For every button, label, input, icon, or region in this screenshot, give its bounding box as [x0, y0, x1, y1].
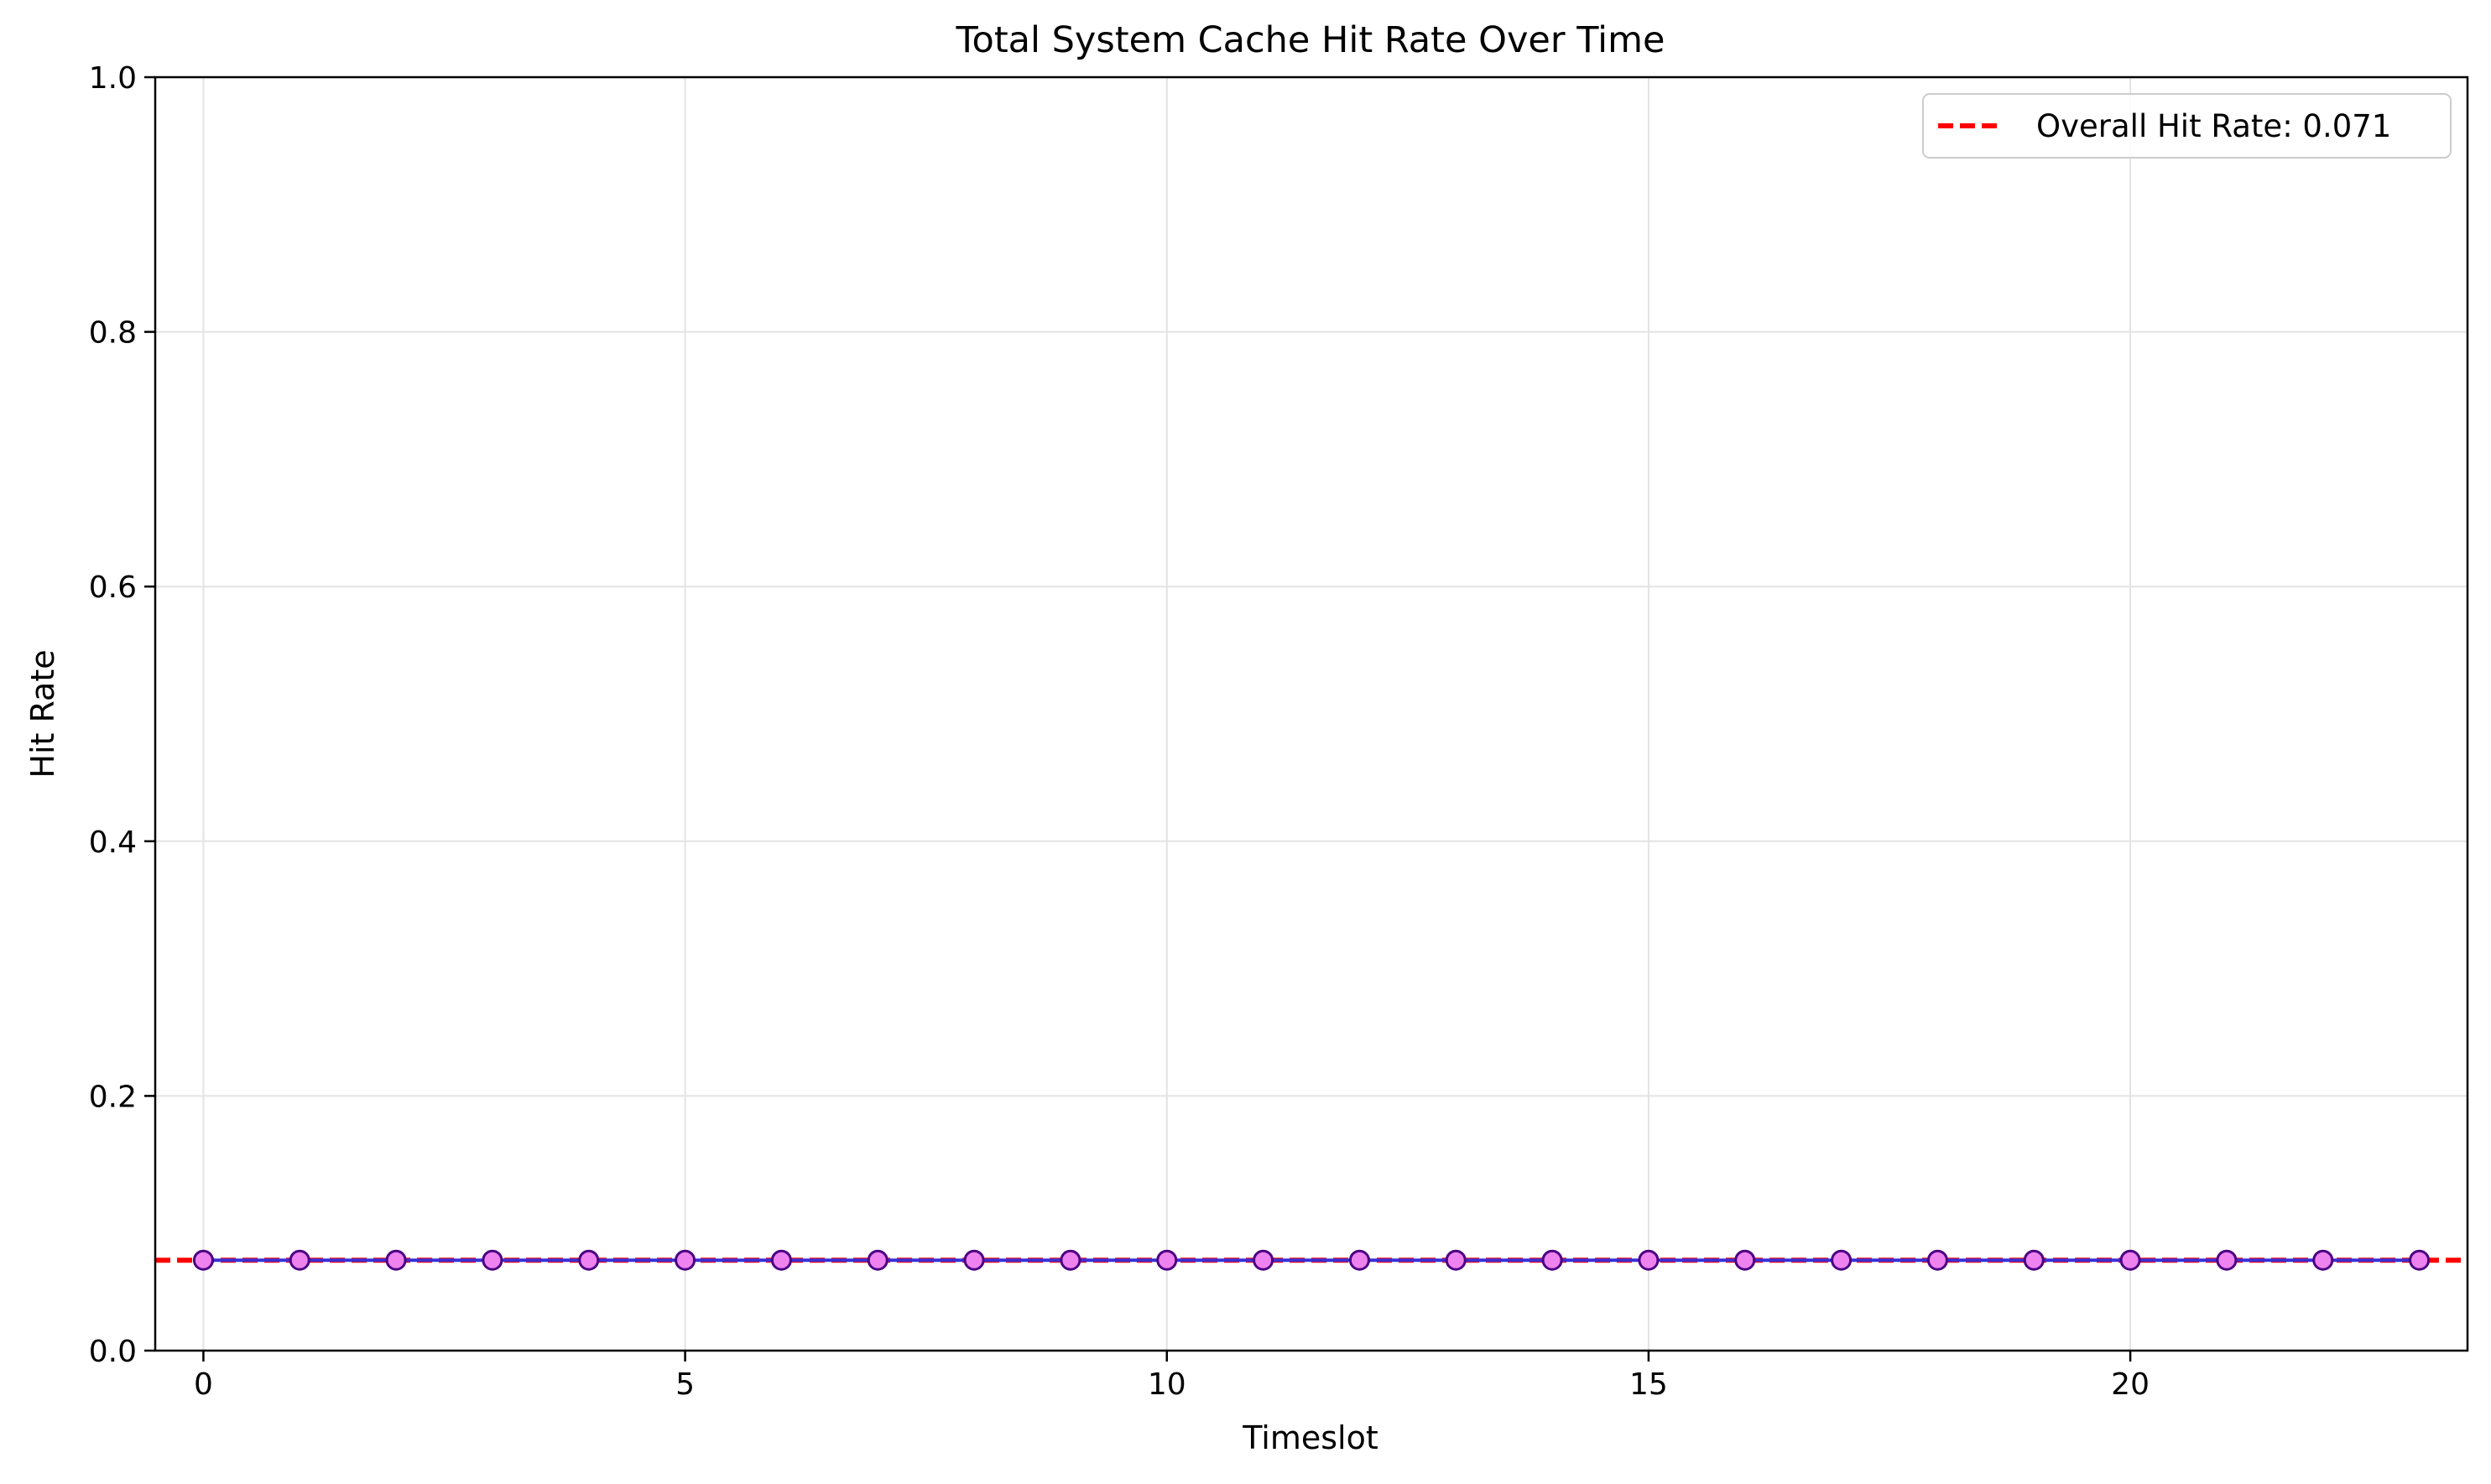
chart-title: Total System Cache Hit Rate Over Time	[956, 19, 1665, 61]
data-point	[1253, 1249, 1274, 1271]
legend: Overall Hit Rate: 0.071	[1922, 93, 2452, 159]
data-point	[2023, 1249, 2045, 1271]
y-axis-label: Hit Rate	[24, 649, 61, 778]
data-point	[1831, 1249, 1853, 1271]
data-point	[1445, 1249, 1467, 1271]
x-tick-label: 5	[675, 1367, 695, 1402]
y-tick-label: 1.0	[89, 61, 137, 96]
data-point	[2216, 1249, 2238, 1271]
legend-box	[1922, 93, 2452, 159]
data-point	[385, 1249, 407, 1271]
x-tick-label: 0	[194, 1367, 213, 1402]
y-tick-label: 0.4	[89, 825, 137, 860]
y-tick-label: 0.2	[89, 1080, 137, 1114]
data-point	[2409, 1249, 2431, 1271]
data-point	[482, 1249, 503, 1271]
data-point	[675, 1249, 696, 1271]
y-tick-label: 0.6	[89, 570, 137, 605]
data-point	[963, 1249, 985, 1271]
marker-layer	[192, 1249, 2431, 1271]
x-tick-label: 20	[2111, 1367, 2150, 1402]
y-tick-label: 0.8	[89, 316, 137, 351]
data-point	[2119, 1249, 2141, 1271]
x-tick-label: 15	[1629, 1367, 1668, 1402]
y-tick-label: 0.0	[89, 1335, 137, 1369]
x-axis-label: Timeslot	[1242, 1419, 1378, 1456]
data-point	[289, 1249, 310, 1271]
data-point	[192, 1249, 214, 1271]
data-point	[1638, 1249, 1660, 1271]
data-point	[1060, 1249, 1081, 1271]
data-point	[1734, 1249, 1756, 1271]
x-tick-label: 10	[1148, 1367, 1186, 1402]
legend-label: Overall Hit Rate: 0.071	[2036, 108, 2391, 144]
data-point	[770, 1249, 792, 1271]
data-point	[1926, 1249, 1948, 1271]
plot-frame	[154, 76, 2469, 1352]
data-point	[2312, 1249, 2334, 1271]
data-point	[1348, 1249, 1370, 1271]
data-point	[578, 1249, 600, 1271]
data-point	[1156, 1249, 1178, 1271]
data-point	[1541, 1249, 1563, 1271]
data-point	[867, 1249, 889, 1271]
x-axis-ticks: 0 5 10 15 20	[194, 1351, 2150, 1402]
y-axis-ticks: 0.0 0.2 0.4 0.6 0.8 1.0	[89, 61, 155, 1369]
